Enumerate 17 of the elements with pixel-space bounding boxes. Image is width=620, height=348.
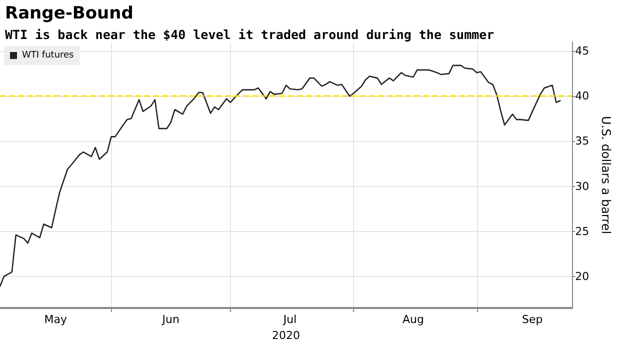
y-tick-label: 30: [575, 180, 590, 193]
y-tick-label: 35: [575, 134, 590, 148]
line-series: [0, 64, 561, 288]
y-tick-label: 45: [575, 44, 590, 58]
x-tick-label: Aug: [402, 313, 424, 326]
y-tick-label: 40: [575, 90, 590, 103]
y-axis-title: U.S. dollars a barrel: [599, 116, 613, 234]
x-tick-label: Sep: [522, 313, 543, 326]
y-tick-label: 20: [575, 270, 590, 283]
x-tick-label: Jul: [282, 313, 297, 326]
chart-title: Range-Bound: [5, 4, 134, 24]
chart-subtitle: WTI is back near the $40 level it traded around during the summer: [5, 27, 495, 42]
x-tick-label: Jun: [161, 313, 180, 326]
x-tick-label: May: [44, 313, 68, 326]
x-axis-title: 2020: [272, 329, 300, 342]
y-tick-label: 25: [575, 224, 590, 238]
legend-label: WTI futures: [22, 50, 74, 60]
